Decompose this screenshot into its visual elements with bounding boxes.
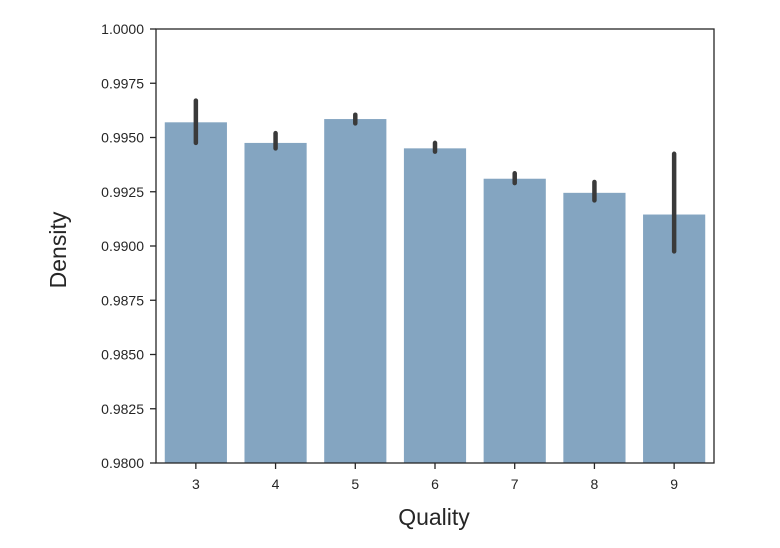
y-tick-label: 0.9800 (101, 455, 144, 471)
bar-quality-6 (403, 148, 467, 463)
bar-quality-8 (563, 192, 626, 463)
y-tick-label: 1.0000 (101, 21, 144, 37)
y-tick-label: 0.9975 (101, 75, 144, 91)
bar-quality-7 (483, 178, 546, 464)
bars-layer (164, 119, 706, 464)
y-ticks-layer: 0.9800 0.9825 0.9850 0.9875 0.9900 0.9925 0.99… (101, 21, 156, 471)
x-ticks-layer: 3 4 5 6 7 8 9 (192, 463, 678, 492)
y-axis-label: Density (45, 211, 71, 288)
x-tick-label: 6 (431, 476, 439, 492)
y-tick-label: 0.9900 (101, 238, 144, 254)
x-axis-label: Quality (398, 504, 470, 530)
x-tick-label: 3 (192, 476, 200, 492)
bar-quality-9 (643, 214, 706, 463)
y-tick-label: 0.9850 (101, 347, 144, 363)
bar-quality-4 (244, 142, 307, 464)
y-tick-label: 0.9950 (101, 130, 144, 146)
x-tick-label: 4 (272, 476, 280, 492)
x-tick-label: 8 (591, 476, 599, 492)
bar-quality-3 (164, 122, 227, 463)
y-tick-label: 0.9875 (101, 292, 144, 308)
x-tick-label: 5 (351, 476, 359, 492)
bar-quality-5 (324, 119, 387, 464)
error-bars-layer (193, 98, 677, 254)
x-tick-label: 9 (670, 476, 678, 492)
x-tick-label: 7 (511, 476, 519, 492)
y-tick-label: 0.9825 (101, 401, 144, 417)
y-tick-label: 0.9925 (101, 184, 144, 200)
